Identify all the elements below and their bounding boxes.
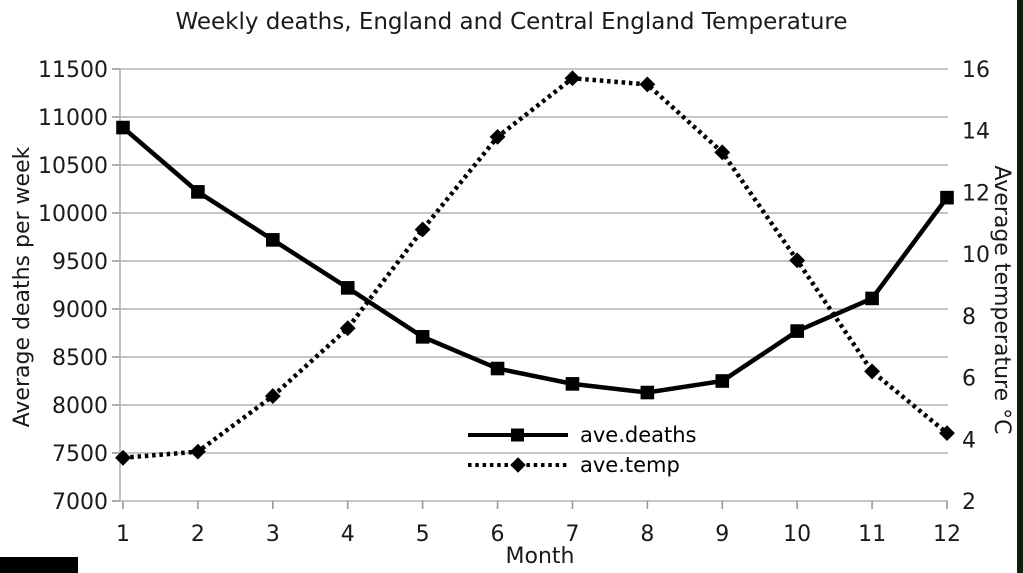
right-tick-label: 10: [962, 243, 990, 268]
right-tick-label: 6: [962, 367, 976, 392]
marker-square-ave.deaths: [415, 330, 430, 344]
left-tick-label: 11500: [38, 58, 108, 83]
left-tick-label: 11000: [38, 106, 108, 131]
marker-diamond-ave.temp: [339, 320, 356, 337]
marker-square-ave.deaths: [565, 377, 580, 391]
marker-square-ave.deaths: [940, 190, 954, 205]
legend-item-ave-temp: ave.temp: [468, 454, 697, 476]
right-tick-label: 14: [962, 120, 990, 145]
x-tick-label: 5: [416, 522, 430, 547]
x-tick-label: 8: [640, 522, 654, 547]
legend-label: ave.temp: [580, 453, 680, 477]
right-tick-label: 16: [962, 58, 990, 83]
marker-diamond-ave.temp: [264, 388, 281, 405]
marker-diamond-ave.temp: [414, 221, 431, 238]
left-tick-label: 8500: [52, 346, 108, 371]
left-tick-label: 9000: [52, 298, 108, 323]
x-tick-label: 4: [341, 522, 355, 547]
marker-square-ave.deaths: [266, 233, 280, 247]
marker-square-ave.deaths: [116, 120, 130, 135]
left-tick-label: 9500: [52, 250, 108, 275]
right-edge-strip: [1017, 0, 1023, 573]
marker-diamond-ave.temp: [489, 128, 506, 145]
x-tick-label: 12: [933, 522, 961, 547]
left-tick-label: 7500: [52, 442, 108, 467]
x-tick-label: 7: [565, 522, 579, 547]
right-tick-label: 8: [962, 305, 976, 330]
x-tick-label: 2: [191, 522, 205, 547]
series-line-ave.deaths: [121, 125, 949, 395]
legend-sample-solid-square-icon: [468, 428, 568, 442]
marker-square-ave.deaths: [865, 291, 879, 306]
x-tick-label: 1: [116, 522, 130, 547]
corner-artifact-box: [0, 557, 78, 573]
legend-sample-dotted-diamond-icon: [468, 457, 568, 473]
series-line-ave.temp: [122, 75, 949, 461]
x-tick-label: 3: [266, 522, 280, 547]
marker-square-ave.deaths: [340, 281, 355, 295]
marker-diamond-ave.temp: [939, 425, 955, 442]
left-tick-label: 7000: [52, 490, 108, 515]
right-tick-label: 12: [962, 181, 990, 206]
x-tick-label: 11: [858, 522, 886, 547]
x-tick-label: 6: [491, 522, 505, 547]
marker-diamond-ave.temp: [115, 449, 131, 466]
right-tick-label: 2: [962, 490, 976, 515]
marker-square-ave.deaths: [640, 385, 655, 400]
left-tick-label: 10000: [38, 202, 108, 227]
chart-title: Weekly deaths, England and Central Engla…: [175, 9, 848, 35]
legend: ave.deaths ave.temp: [468, 424, 697, 476]
legend-item-ave-deaths: ave.deaths: [468, 424, 697, 446]
marker-square-ave.deaths: [790, 324, 804, 338]
left-tick-label: 8000: [52, 394, 108, 419]
right-tick-label: 4: [962, 428, 976, 453]
marker-square-ave.deaths: [191, 185, 205, 199]
legend-label: ave.deaths: [580, 423, 697, 447]
marker-diamond-ave.temp: [639, 76, 656, 93]
marker-diamond-ave.temp: [864, 363, 881, 380]
marker-square-ave.deaths: [490, 361, 505, 376]
x-tick-label: 10: [783, 522, 811, 547]
marker-square-ave.deaths: [715, 374, 730, 388]
left-tick-label: 10500: [38, 154, 108, 179]
x-axis-title: Month: [505, 544, 575, 569]
x-tick-label: 9: [715, 522, 729, 547]
